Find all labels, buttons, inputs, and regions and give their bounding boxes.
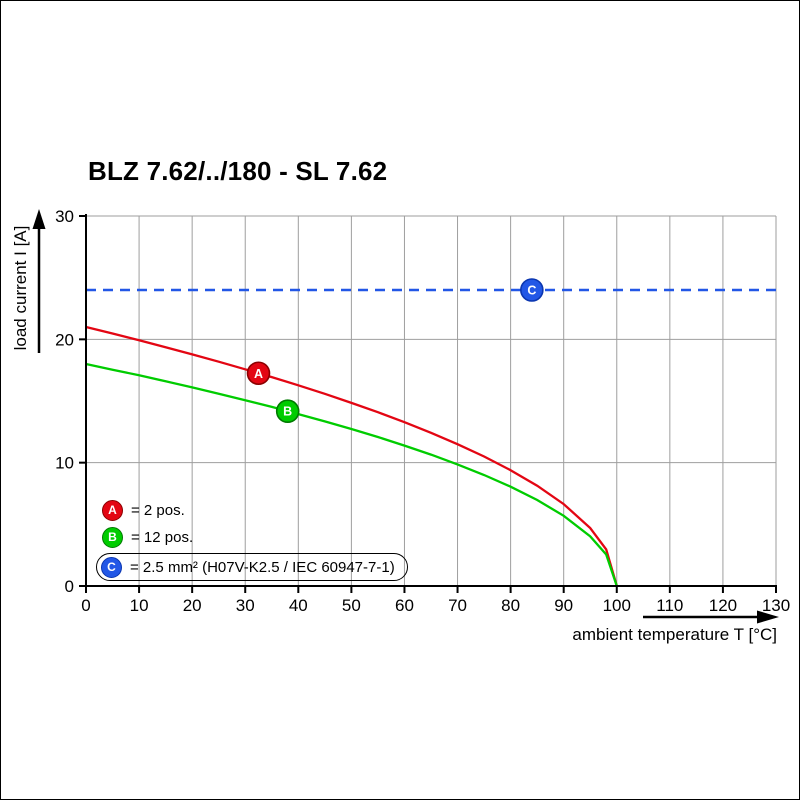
series-a-curve [85,325,618,587]
y-axis-label: load current I [A] [11,225,30,351]
x-tick-label: 20 [183,596,202,615]
chart-legend: A = 2 pos. B = 12 pos. C = 2.5 mm² (H07V… [96,499,408,586]
y-axis-arrow-icon [32,209,46,229]
marker-b-icon [275,399,300,424]
legend-marker-a-icon: A [102,499,123,521]
y-tick-label: 20 [55,330,74,349]
legend-item-a: A = 2 pos. [102,499,408,521]
x-tick-label: 70 [448,596,467,615]
x-tick-label: 90 [554,596,573,615]
x-tick-label: 80 [501,596,520,615]
legend-item-c: C = 2.5 mm² (H07V-K2.5 / IEC 60947-7-1) [96,553,408,581]
x-tick-label: 130 [762,596,790,615]
x-tick-label: 30 [236,596,255,615]
y-tick-label: 10 [55,454,74,473]
legend-label-a: = 2 pos. [131,501,185,519]
x-tick-label: 40 [289,596,308,615]
x-tick-label: 100 [603,596,631,615]
x-tick-label: 60 [395,596,414,615]
series-b-curve [85,362,618,587]
marker-c-letter: C [527,284,536,298]
x-tick-label: 10 [130,596,149,615]
page-title: BLZ 7.62/../180 - SL 7.62 [88,156,388,186]
y-tick-label: 30 [55,207,74,226]
legend-item-b: B = 12 pos. [102,526,408,548]
marker-c-icon [520,278,544,302]
x-tick-label: 50 [342,596,361,615]
legend-marker-c-icon: C [101,556,122,578]
x-tick-label: 110 [656,596,683,615]
y-tick-label: 0 [65,577,74,596]
marker-a-letter: A [254,367,263,381]
x-tick-label: 0 [81,596,90,615]
legend-label-c: = 2.5 mm² (H07V-K2.5 / IEC 60947-7-1) [130,558,395,576]
x-axis-label: ambient temperature T [°C] [572,625,777,644]
x-axis-arrow-icon [757,610,779,624]
marker-b-letter: B [283,405,292,419]
legend-marker-b-icon: B [102,526,123,548]
x-tick-label: 120 [709,596,737,615]
marker-a-icon [246,361,271,386]
legend-label-b: = 12 pos. [131,528,194,546]
